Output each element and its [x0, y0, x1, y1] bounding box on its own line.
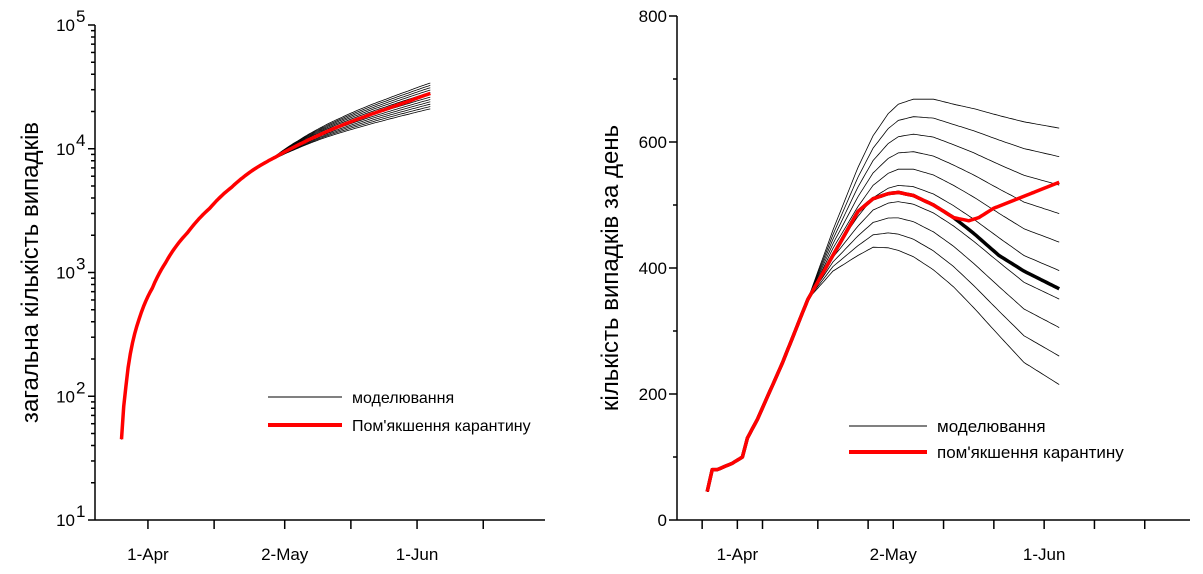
simulation-line — [121, 101, 431, 440]
x-tick-label: 1-Apr — [127, 545, 169, 564]
y-tick-exponent: 1 — [76, 502, 85, 521]
legend-label: моделювання — [352, 390, 454, 407]
relaxation-series-line — [119, 91, 431, 440]
y-tick-exponent: 3 — [76, 255, 85, 274]
y-tick-label: 200 — [639, 385, 667, 404]
legend-label: пом'якшення карантину — [937, 443, 1124, 462]
y-tick-label: 800 — [639, 7, 667, 26]
y-tick-exponent: 5 — [76, 7, 85, 26]
daily-cases-chart: 0 200 400 600 800 1-Apr 2-May 1-Jun кількість ви… — [597, 7, 1190, 564]
simulation-line — [121, 89, 431, 440]
simulation-line — [121, 87, 431, 440]
y-tick-label: 600 — [639, 133, 667, 152]
simulation-line — [121, 103, 431, 440]
y-tick-exponent: 2 — [76, 378, 85, 397]
x-tick-label: 1-Jun — [1023, 545, 1066, 564]
y-tick-label: 0 — [658, 511, 667, 530]
relaxation-series-line — [705, 180, 1060, 492]
y-tick-label: 10 — [56, 264, 75, 283]
y-axis-title: загальна кількість випадків — [17, 122, 44, 423]
y-axis-title: кількість випадків за день — [597, 125, 624, 411]
x-tick-label: 2-May — [870, 545, 918, 564]
legend-label: Пом'якшення карантину — [352, 418, 531, 435]
y-tick-label: 10 — [56, 16, 75, 35]
simulation-line — [121, 92, 431, 440]
x-tick-label: 2-May — [261, 545, 309, 564]
y-tick-label: 10 — [56, 140, 75, 159]
y-tick-exponent: 4 — [76, 131, 85, 150]
legend-label: моделювання — [937, 417, 1046, 436]
simulation-line — [121, 96, 431, 440]
y-tick-label: 400 — [639, 259, 667, 278]
x-tick-label: 1-Apr — [717, 545, 759, 564]
y-tick-label: 10 — [56, 387, 75, 406]
x-tick-label: 1-Jun — [396, 545, 439, 564]
simulation-line — [121, 99, 431, 440]
y-tick-label: 10 — [56, 511, 75, 530]
simulation-line — [706, 133, 1060, 492]
simulation-line — [121, 94, 431, 440]
